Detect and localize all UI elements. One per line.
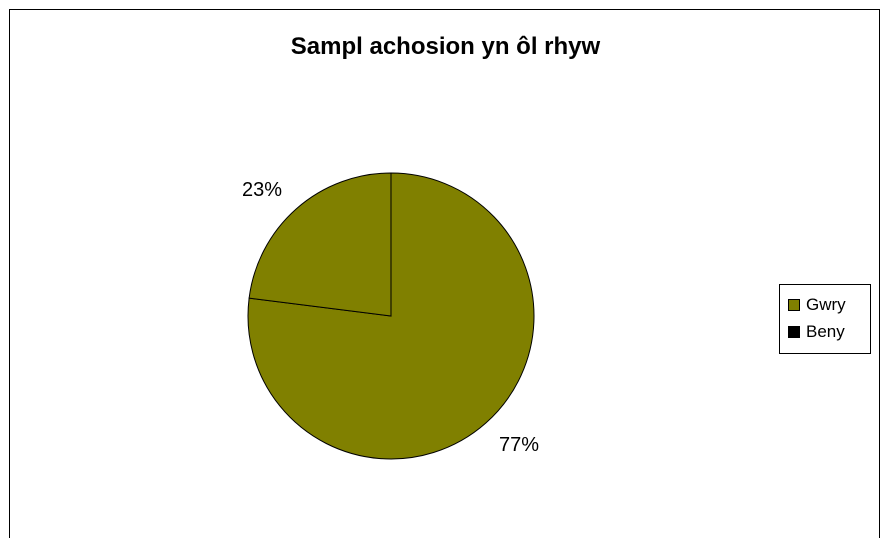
pie-slice-beny <box>248 172 392 317</box>
legend-item-gwry: Gwry <box>780 291 870 318</box>
pie-slice-gwry <box>247 172 535 460</box>
legend-swatch-beny <box>788 325 800 338</box>
legend-swatch-gwry <box>788 298 800 311</box>
legend-item-beny: Beny <box>780 318 870 345</box>
legend-label-gwry: Gwry <box>806 294 846 314</box>
chart-title: Sampl achosion yn ôl rhyw <box>290 33 601 60</box>
data-label-beny: 23% <box>242 179 282 201</box>
legend-label-beny: Beny <box>806 321 845 341</box>
data-label-gwry: 77% <box>499 434 539 456</box>
legend: Gwry Beny <box>779 284 871 354</box>
chart-area <box>9 9 880 538</box>
